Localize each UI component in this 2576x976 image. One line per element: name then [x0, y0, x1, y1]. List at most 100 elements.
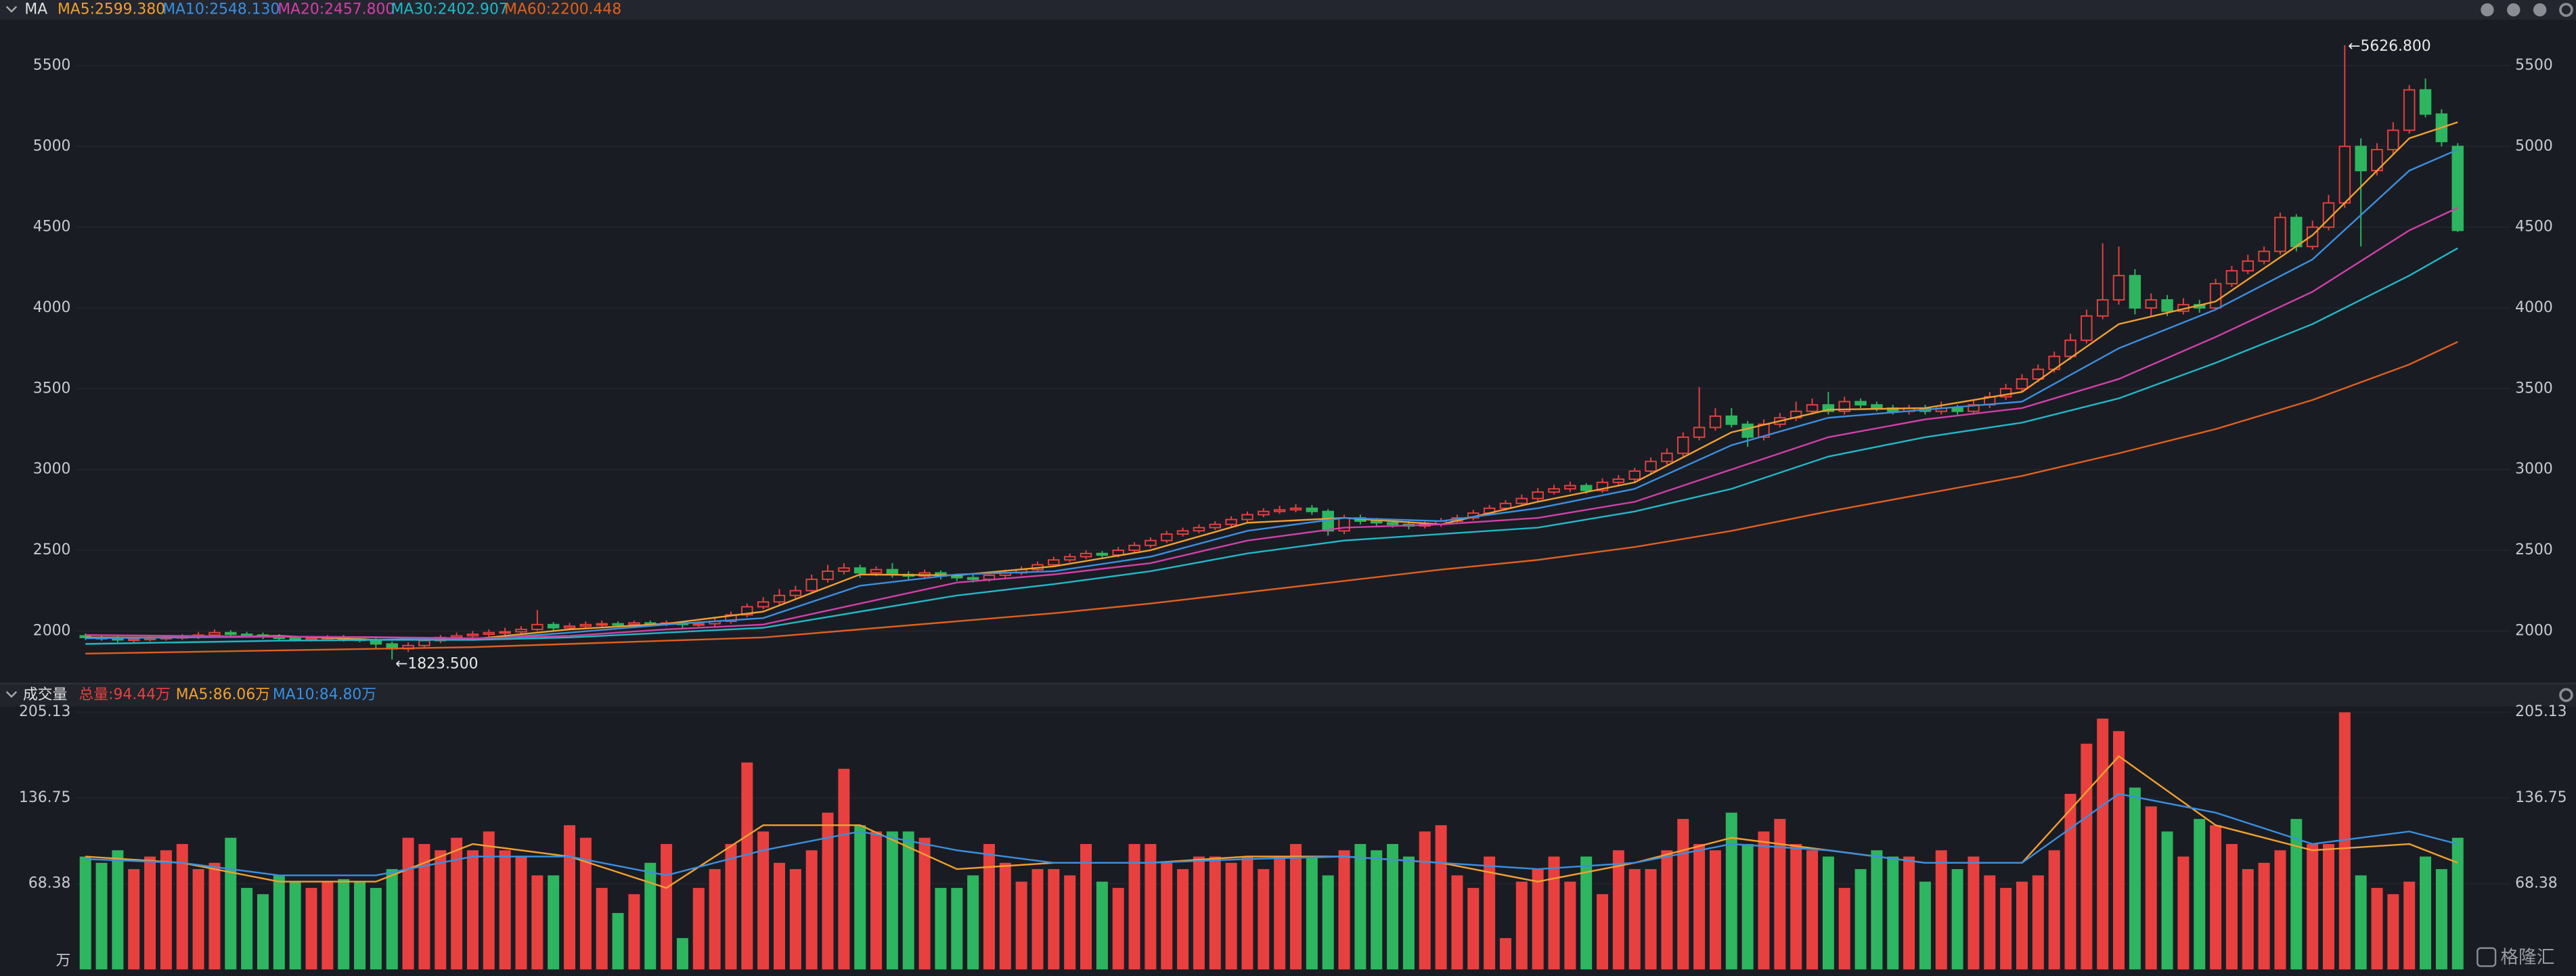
candle-body [2451, 146, 2464, 231]
volume-bar [741, 762, 753, 970]
legend-item: MA5:2599.380 [58, 1, 165, 18]
volume-bar [2274, 850, 2286, 970]
y2-tick-label: 2500 [2515, 541, 2553, 558]
candle-body [853, 567, 866, 574]
y2-tick-label: 136.75 [2515, 789, 2567, 806]
candle-body [2016, 378, 2028, 390]
zoom-in-button[interactable] [2507, 3, 2521, 17]
volume-bar [1225, 862, 1237, 970]
legend-item: MA60:2200.448 [504, 1, 621, 18]
volume-bar [1806, 850, 1818, 970]
legend-item: MA10:2548.130 [162, 1, 280, 18]
volume-bar [2113, 731, 2125, 970]
volume-bar [531, 875, 543, 970]
candle-body [2258, 250, 2270, 262]
candle-body [596, 623, 608, 626]
volume-bar [983, 843, 995, 970]
volume-bar [1371, 850, 1383, 970]
volume-bar [402, 837, 414, 970]
volume-bar [692, 887, 705, 970]
y2-tick-label: 68.38 [2515, 875, 2557, 892]
volume-bar [757, 831, 770, 970]
volume-bar [579, 837, 592, 970]
candle-body [1612, 478, 1625, 483]
y-tick-label: 3500 [33, 380, 71, 397]
volume-bar [612, 912, 624, 970]
candle-body [2355, 146, 2367, 172]
volume-bar [886, 831, 898, 970]
volume-bar [2290, 818, 2303, 970]
candle-body [2242, 260, 2255, 272]
volume-bar [1338, 850, 1350, 970]
volume-bar [354, 881, 366, 970]
y2-tick-label: 3500 [2515, 380, 2553, 397]
candle-body [2419, 89, 2432, 115]
candle-body [2032, 368, 2045, 380]
volume-bar [289, 881, 301, 970]
candle-body [1063, 556, 1076, 561]
volume-bar [370, 887, 382, 970]
volume-bar [305, 887, 317, 970]
candle-body [1645, 460, 1657, 472]
settings-button[interactable] [2559, 688, 2573, 703]
logo-icon [2477, 947, 2497, 967]
candle-body [1048, 559, 1060, 566]
candle-body [1999, 388, 2012, 398]
volume-bar [951, 887, 963, 970]
volume-bar [1467, 887, 1480, 970]
volume-bar [1822, 856, 1834, 970]
volume-bar [1628, 869, 1641, 970]
volume-bar [466, 850, 479, 970]
y-tick-label: 2500 [33, 541, 71, 558]
candle-body [1628, 470, 1641, 480]
volume-bar [661, 843, 673, 970]
volume-bar [1951, 869, 1963, 970]
collapse-icon[interactable] [5, 691, 18, 698]
volume-bar [854, 825, 866, 970]
volume-bar [1677, 818, 1689, 970]
volume-bar [644, 862, 657, 970]
ma-line [85, 247, 2458, 645]
volume-bar [418, 843, 430, 970]
candle-body [822, 571, 834, 580]
volume-bar [2000, 887, 2012, 970]
candle-body [886, 569, 899, 575]
y-tick-label: 136.75 [19, 789, 70, 806]
candle-body [870, 569, 883, 574]
candle-body [208, 631, 221, 636]
candle-body [805, 578, 818, 592]
volume-bar [709, 869, 721, 970]
zoom-out-button[interactable] [2481, 3, 2494, 17]
legend-item: 总量:94.44万 [79, 686, 171, 703]
close-button[interactable] [2533, 3, 2547, 17]
y2-tick-label: 3000 [2515, 461, 2553, 478]
volume-bar [112, 850, 124, 970]
volume-bar [128, 869, 140, 970]
volume-bar [95, 862, 108, 970]
volume-bar [2387, 894, 2399, 970]
candle-body [563, 625, 576, 629]
volume-bar [1838, 887, 1850, 970]
ma-line [85, 206, 2458, 640]
volume-bar [1289, 843, 1302, 970]
candle-body [1855, 401, 1867, 406]
volume-bar [967, 875, 979, 970]
candle-body [1193, 527, 1205, 532]
volume-bar [902, 831, 914, 970]
candle-body [1580, 485, 1593, 491]
volume-bar [2210, 825, 2222, 970]
volume-bar [2097, 718, 2109, 970]
candle-body [483, 631, 495, 636]
candle-body [466, 634, 479, 637]
collapse-icon[interactable] [5, 5, 18, 13]
settings-button[interactable] [2559, 3, 2573, 17]
candle-body [838, 567, 850, 572]
unit-label: 万 [56, 952, 71, 969]
candle-body [547, 623, 560, 629]
volume-bar [1209, 856, 1221, 970]
volume-bar [564, 825, 576, 970]
volume-bar [1597, 894, 1609, 970]
candle-body [1096, 552, 1109, 556]
legend-item: MA5:86.06万 [176, 686, 270, 703]
legend-item: MA30:2402.907 [391, 1, 508, 18]
